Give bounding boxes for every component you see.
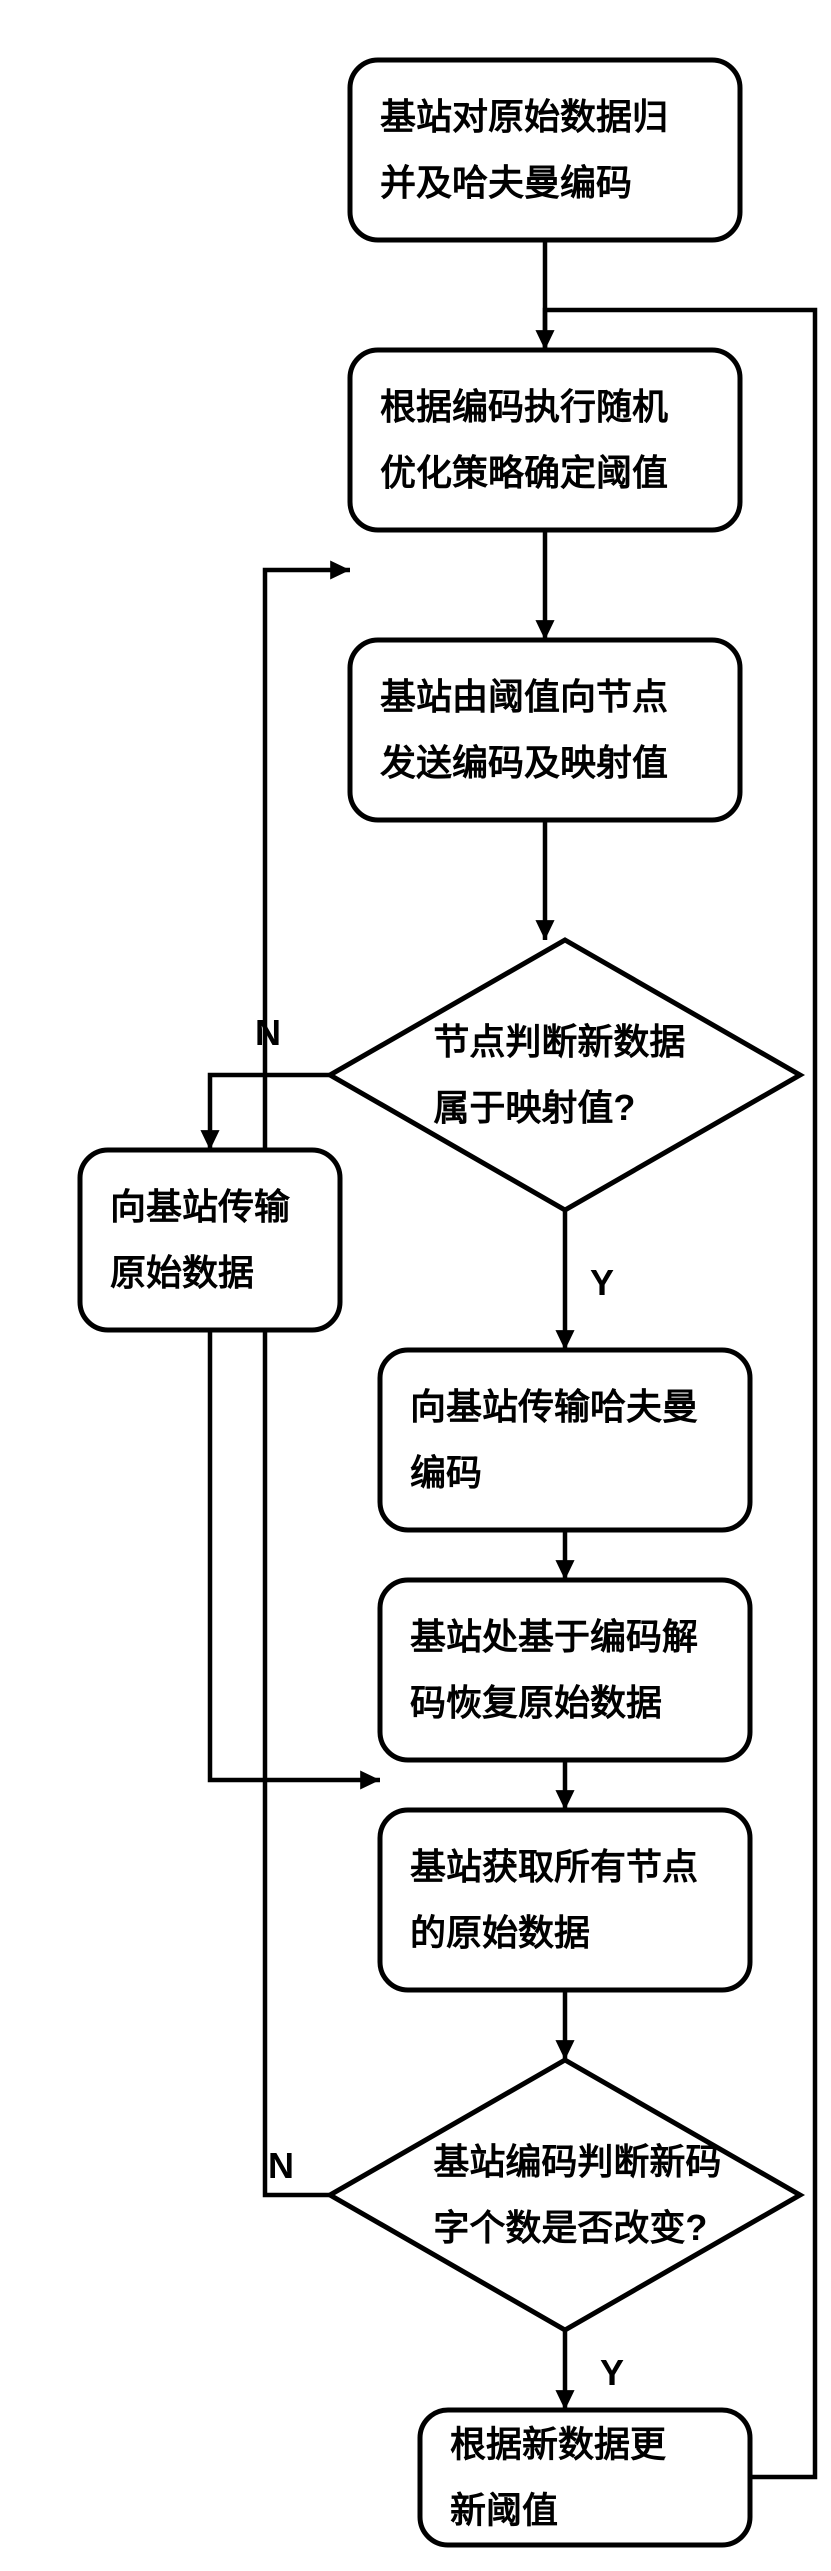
- node-text: 基站处基于编码解: [410, 1616, 698, 1657]
- arrowhead: [535, 920, 554, 940]
- arrowhead: [555, 1790, 574, 1810]
- edge-label: Y: [600, 2352, 624, 2393]
- node-n6: 向基站传输哈夫曼编码: [380, 1350, 750, 1530]
- node-text: 根据编码执行随机: [380, 386, 668, 427]
- node-text: 的原始数据: [410, 1912, 590, 1953]
- node-text: 基站编码判断新码: [433, 2141, 721, 2182]
- arrowhead: [535, 620, 554, 640]
- arrowhead: [200, 1130, 219, 1150]
- node-text: 优化策略确定阈值: [380, 452, 668, 493]
- node-text: 原始数据: [110, 1252, 254, 1293]
- node-n3: 基站由阈值向节点发送编码及映射值: [350, 640, 740, 820]
- node-n4: 节点判断新数据属于映射值?: [330, 940, 800, 1210]
- edge: [265, 570, 350, 2195]
- node-text: 基站获取所有节点: [410, 1846, 698, 1887]
- flowchart-canvas: NYYN基站对原始数据归并及哈夫曼编码根据编码执行随机优化策略确定阈值基站由阈值…: [20, 20, 831, 2551]
- nodes-group: 基站对原始数据归并及哈夫曼编码根据编码执行随机优化策略确定阈值基站由阈值向节点发…: [80, 60, 800, 2545]
- arrowhead: [555, 1330, 574, 1350]
- node-text: 字个数是否改变?: [433, 2207, 707, 2248]
- node-text: 向基站传输: [110, 1186, 291, 1227]
- node-n8: 基站获取所有节点的原始数据: [380, 1810, 750, 1990]
- node-text: 属于映射值?: [433, 1087, 635, 1128]
- node-text: 向基站传输哈夫曼: [410, 1386, 698, 1427]
- arrowhead: [555, 2040, 574, 2060]
- node-text: 基站对原始数据归: [380, 96, 668, 137]
- node-text: 发送编码及映射值: [380, 742, 668, 783]
- node-n1: 基站对原始数据归并及哈夫曼编码: [350, 60, 740, 240]
- node-text: 新阈值: [450, 2490, 558, 2531]
- arrowhead: [330, 560, 350, 579]
- node-text: 节点判断新数据: [433, 1021, 685, 1062]
- node-n7: 基站处基于编码解码恢复原始数据: [380, 1580, 750, 1760]
- node-text: 码恢复原始数据: [410, 1682, 662, 1723]
- node-n5: 向基站传输原始数据: [80, 1150, 340, 1330]
- node-n10: 根据新数据更新阈值: [420, 2410, 750, 2545]
- node-n9: 基站编码判断新码字个数是否改变?: [330, 2060, 800, 2330]
- arrowhead: [555, 1560, 574, 1580]
- edge-label: N: [255, 1012, 281, 1053]
- edge-label: N: [268, 2145, 294, 2186]
- node-text: 并及哈夫曼编码: [380, 162, 632, 203]
- node-text: 根据新数据更: [450, 2424, 667, 2465]
- arrowhead: [360, 1770, 380, 1789]
- node-text: 编码: [410, 1452, 482, 1493]
- edge: [210, 1075, 330, 1150]
- edge: [210, 1330, 380, 1780]
- node-text: 基站由阈值向节点: [380, 676, 668, 717]
- arrowhead: [555, 2390, 574, 2410]
- edge-label: Y: [590, 1262, 614, 1303]
- node-n2: 根据编码执行随机优化策略确定阈值: [350, 350, 740, 530]
